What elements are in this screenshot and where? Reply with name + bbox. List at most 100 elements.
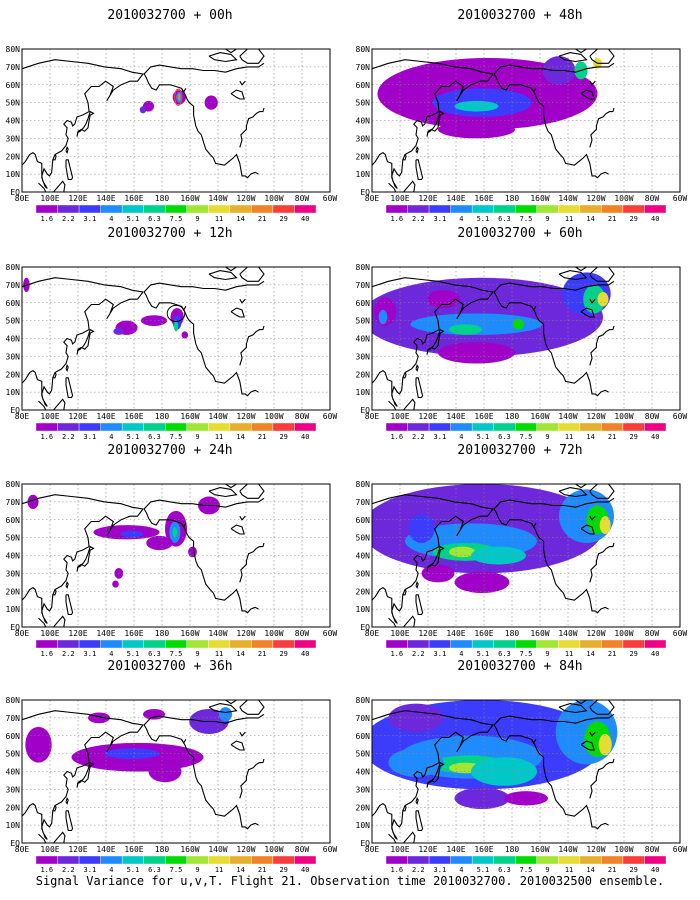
coastline — [52, 372, 57, 379]
colorbar-swatch — [121, 422, 144, 432]
map-frame — [21, 48, 331, 193]
coastlines — [372, 267, 615, 410]
x-tick-label: 140E — [446, 845, 465, 854]
variance-region — [449, 546, 476, 558]
x-tick-label: 180 — [505, 194, 520, 203]
map-frame — [371, 48, 681, 193]
panel-title: 2010032700 + 00h — [107, 8, 233, 23]
y-tick-label: 10N — [356, 821, 371, 830]
colorbar-swatch — [229, 855, 252, 865]
x-tick-label: 120W — [586, 629, 605, 638]
colorbar-label: 29 — [629, 433, 637, 441]
colorbar-swatch — [57, 639, 80, 649]
x-tick-label: 60W — [323, 629, 338, 638]
colorbar-swatch — [294, 639, 317, 649]
x-tick-label: 180 — [155, 412, 170, 421]
colorbar-label: 1.6 — [40, 433, 53, 441]
colorbar: 1.6 2.2 3.1 4 5.1 6.3 7.5 9 11 14 21 29 40 — [385, 855, 667, 874]
y-tick-label: 60N — [356, 81, 371, 90]
x-tick-label: 160E — [474, 629, 493, 638]
coastline — [415, 580, 419, 590]
x-tick-label: 80W — [645, 412, 660, 421]
x-tick-label: 160W — [180, 412, 199, 421]
coastline — [76, 110, 95, 137]
colorbar-swatch — [428, 855, 451, 865]
variance-region — [408, 514, 435, 543]
coastline — [239, 758, 265, 799]
gridlines — [372, 49, 680, 192]
colorbar-swatch — [35, 639, 58, 649]
colorbar-swatch — [229, 204, 252, 214]
coastlines — [22, 49, 265, 192]
coastlines — [372, 49, 615, 192]
y-tick-label: 60N — [356, 516, 371, 525]
map-frame — [21, 699, 331, 844]
colorbar-label: 11 — [565, 215, 573, 223]
colorbar-swatch — [143, 204, 166, 214]
x-tick-label: 140E — [446, 194, 465, 203]
gridlines — [372, 267, 680, 410]
coastline — [426, 328, 445, 355]
coastlines — [22, 700, 265, 843]
colorbar-swatch — [493, 422, 516, 432]
colorbar-label: 5.1 — [127, 215, 140, 223]
colorbar-label: 1.6 — [390, 215, 403, 223]
variance-region — [173, 320, 179, 332]
colorbar-label: 40 — [651, 215, 659, 223]
variance-region — [139, 106, 147, 114]
colorbar-swatch — [622, 204, 645, 214]
colorbar-swatch — [100, 639, 123, 649]
colorbar-swatch — [165, 855, 187, 865]
colorbar-swatch — [121, 855, 144, 865]
colorbar-swatch — [558, 204, 581, 214]
x-tick-label: 180 — [505, 845, 520, 854]
variance-region — [598, 733, 612, 756]
variance-region — [112, 580, 119, 588]
coastline — [402, 589, 407, 596]
variance-field — [377, 56, 602, 139]
colorbar-swatch — [251, 639, 274, 649]
coastline — [76, 545, 95, 572]
panel-title: 2010032700 + 72h — [457, 443, 583, 458]
colorbar-swatch — [251, 422, 274, 432]
colorbar-swatch — [78, 422, 101, 432]
variance-region — [143, 708, 165, 720]
colorbar-swatch — [428, 204, 451, 214]
colorbar-swatch — [450, 204, 473, 214]
coastline — [65, 594, 74, 616]
colorbar-swatch — [450, 855, 473, 865]
colorbar-swatch — [186, 422, 209, 432]
variance-region — [172, 526, 178, 538]
coastline — [402, 398, 416, 410]
colorbar-label: 1.6 — [40, 215, 53, 223]
colorbar-label: 5.1 — [127, 433, 140, 441]
x-tick-label: 160W — [180, 845, 199, 854]
coastline — [52, 398, 66, 410]
coastline — [239, 80, 246, 86]
y-tick-label: 80N — [356, 480, 371, 489]
colorbar-swatch — [536, 639, 559, 649]
y-tick-label: 50N — [356, 317, 371, 326]
colorbar-swatch — [121, 639, 144, 649]
coastline — [575, 484, 588, 489]
y-tick-label: EQ — [10, 839, 20, 848]
coastline — [372, 277, 494, 407]
x-tick-label: 160E — [124, 845, 143, 854]
coastline — [52, 805, 57, 812]
variance-region — [104, 748, 160, 759]
colorbar-label: 7.5 — [170, 650, 183, 658]
x-tick-label: 80W — [295, 845, 310, 854]
colorbar-label: 2.2 — [62, 215, 75, 223]
x-tick-label: 60W — [323, 412, 338, 421]
x-tick-label: 80W — [645, 845, 660, 854]
coastline — [531, 88, 537, 93]
x-tick-label: 160W — [530, 194, 549, 203]
colorbar-label: 4 — [109, 866, 113, 874]
colorbar-swatch — [186, 855, 209, 865]
colorbar-swatch — [57, 422, 80, 432]
colorbar-label: 6.3 — [148, 866, 161, 874]
colorbar-swatch — [536, 204, 559, 214]
x-tick-label: 100W — [264, 845, 283, 854]
colorbar-label: 21 — [258, 433, 266, 441]
